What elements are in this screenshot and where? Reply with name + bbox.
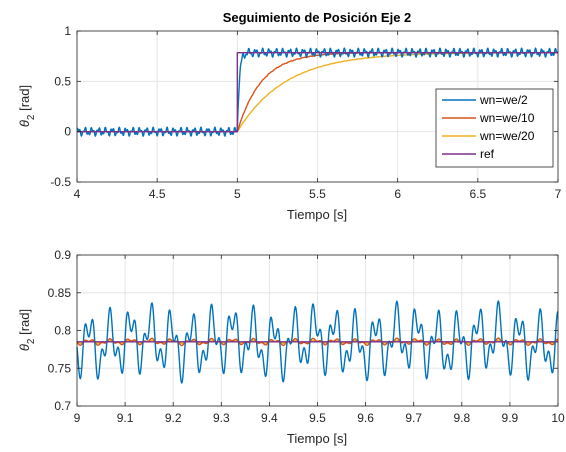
legend-label-ref: ref: [480, 147, 495, 161]
top-plot-y-ticks: -0.5 0 0.5 1: [50, 24, 558, 189]
x-tick-label: 9.2: [165, 411, 182, 425]
top-y-axis-label-unit: [rad]: [17, 85, 32, 115]
legend-label-wn-we-2: wn=we/2: [479, 93, 528, 107]
x-tick-label: 9: [74, 411, 81, 425]
legend-label-wn-we-20: wn=we/20: [479, 129, 535, 143]
x-tick-label: 4.5: [149, 187, 166, 201]
top-x-axis-label: Tiempo [s]: [287, 207, 347, 222]
bottom-plot-series: [76, 300, 559, 384]
x-tick-label: 4: [74, 187, 81, 201]
y-tick-label: 0.9: [54, 248, 71, 262]
legend: wn=we/2 wn=we/10 wn=we/20 ref: [435, 88, 554, 168]
y-tick-label: 0.8: [54, 324, 71, 338]
y-tick-label: 0.75: [48, 361, 72, 375]
chart-title: Seguimiento de Posición Eje 2: [223, 10, 412, 25]
series-line-wn-we-2: [76, 47, 559, 137]
top-y-axis-label: θ2 [rad]: [17, 85, 37, 127]
y-tick-label: 0: [64, 125, 71, 139]
x-tick-label: 5: [234, 187, 241, 201]
top-y-axis-label-symbol: θ: [17, 120, 32, 127]
x-tick-label: 9.4: [261, 411, 278, 425]
top-plot: 4 4.5 5 5.5 6 6.5 7 -0.5 0 0.5 1 Seguimiento de P…: [17, 10, 562, 222]
x-tick-label: 9.3: [213, 411, 230, 425]
x-tick-label: 9.7: [405, 411, 422, 425]
bottom-y-axis-label-subscript: 2: [26, 338, 37, 344]
y-tick-label: 0.85: [48, 286, 72, 300]
legend-label-wn-we-10: wn=we/10: [479, 111, 535, 125]
bottom-plot: 9 9.1 9.2 9.3 9.4 9.5 9.6 9.7 9.8 9.9 10 0.70.750.…: [17, 248, 565, 446]
x-tick-label: 9.8: [453, 411, 470, 425]
x-tick-label: 9.9: [502, 411, 519, 425]
y-tick-label: -0.5: [50, 175, 71, 189]
bottom-plot-y-ticks: 0.7 0.75 0.8 0.85 0.9: [48, 248, 558, 413]
x-tick-label: 5.5: [309, 187, 326, 201]
top-plot-x-ticks: 4 4.5 5 5.5 6 6.5 7: [74, 31, 562, 201]
bottom-x-axis-label: Tiempo [s]: [287, 431, 347, 446]
y-tick-label: 0.7: [54, 399, 71, 413]
x-tick-label: 9.5: [309, 411, 326, 425]
top-y-axis-label-subscript: 2: [26, 114, 37, 120]
series-line-ref: [77, 51, 558, 133]
top-plot-series: [76, 47, 559, 137]
x-tick-label: 9.1: [117, 411, 134, 425]
y-tick-label: 1: [64, 24, 71, 38]
x-tick-label: 7: [555, 187, 562, 201]
bottom-y-axis-label-symbol: θ: [17, 344, 32, 351]
bottom-y-axis-label-unit: [rad]: [17, 309, 32, 339]
x-tick-label: 6.5: [469, 187, 486, 201]
x-tick-label: 10: [551, 411, 565, 425]
bottom-plot-x-ticks: 9 9.1 9.2 9.3 9.4 9.5 9.6 9.7 9.8 9.9 10: [74, 255, 565, 425]
y-tick-label: 0.5: [54, 74, 71, 88]
series-line-wn-we-2: [76, 300, 559, 384]
x-tick-label: 9.6: [357, 411, 374, 425]
x-tick-label: 6: [394, 187, 401, 201]
bottom-y-axis-label: θ2 [rad]: [17, 309, 37, 351]
